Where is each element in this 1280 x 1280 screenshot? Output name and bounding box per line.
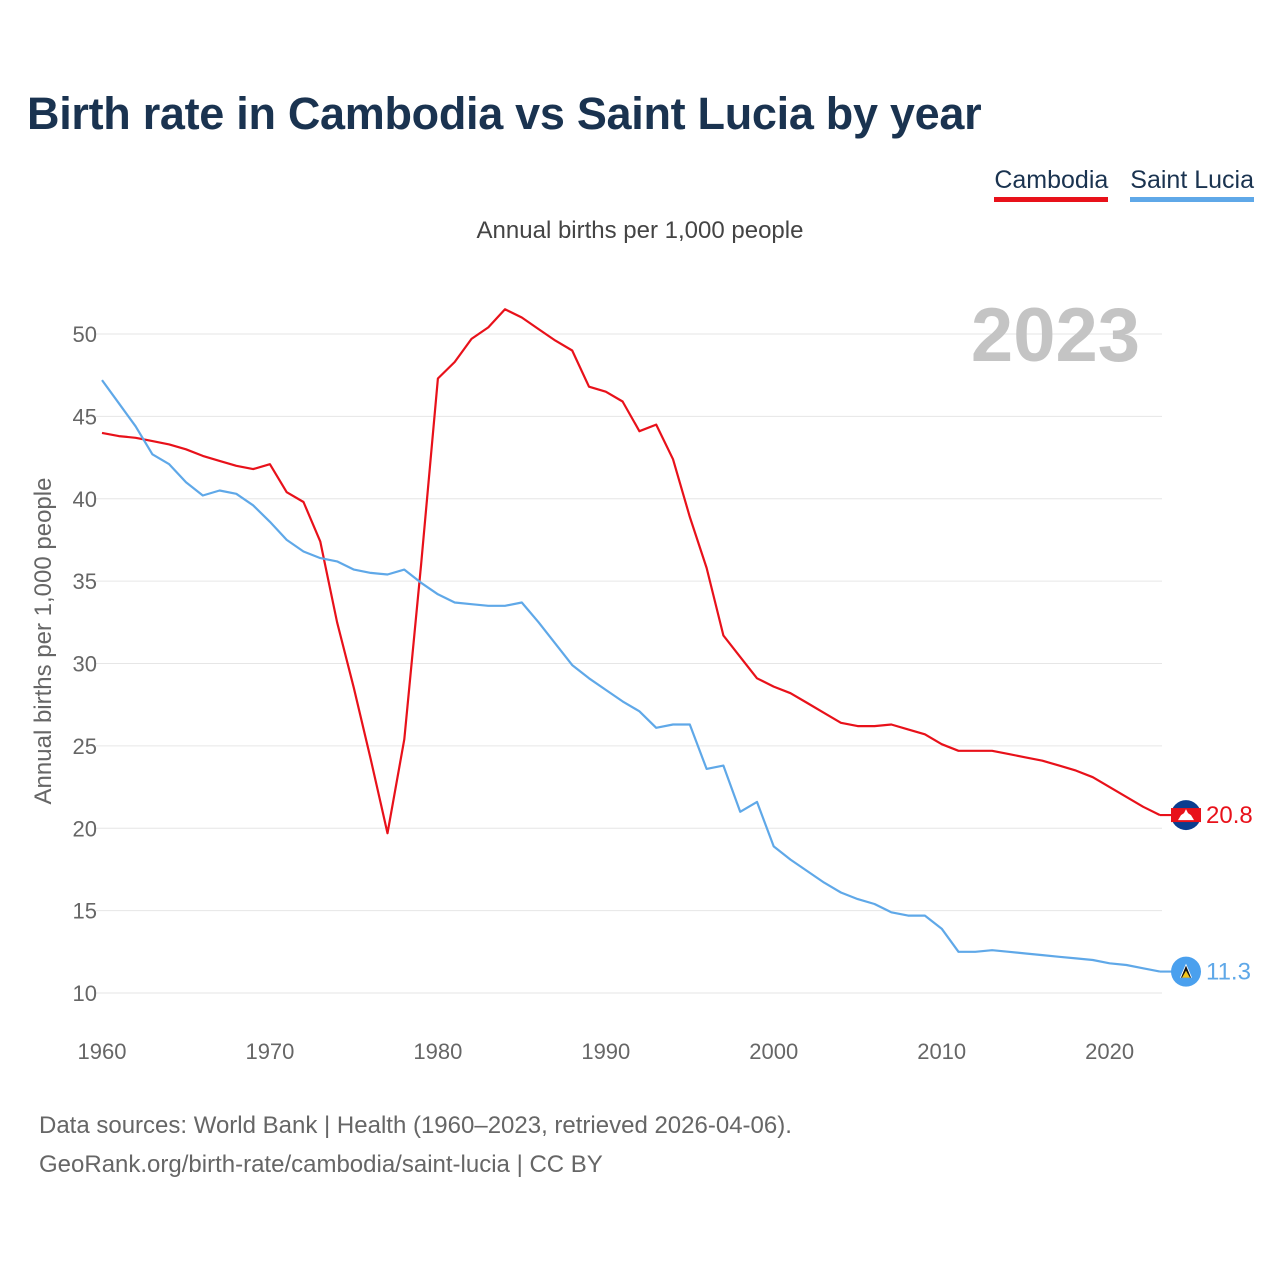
gridlines (96, 333, 1162, 994)
footer-link[interactable]: GeoRank.org/birth-rate/cambodia/saint-lu… (39, 1151, 603, 1178)
chart-title: Birth rate in Cambodia vs Saint Lucia by… (27, 88, 982, 139)
series-line-cambodia[interactable] (101, 308, 1161, 835)
y-tick-label: 40 (73, 487, 97, 512)
legend-item-cambodia[interactable]: Cambodia (994, 166, 1109, 202)
y-tick-label: 15 (73, 899, 97, 924)
y-axis-label: Annual births per 1,000 people (30, 478, 57, 805)
series-lines (101, 308, 1161, 973)
end-markers: 20.8 11.3 (1160, 800, 1253, 987)
flag-icon-saint-lucia (1171, 956, 1201, 987)
x-tick-label: 2000 (749, 1039, 798, 1064)
end-label-saint-lucia: 11.3 (1206, 959, 1251, 986)
footer: Data sources: World Bank | Health (1960–… (39, 1106, 792, 1184)
y-tick-label: 50 (73, 322, 97, 347)
y-tick-label: 35 (73, 569, 97, 594)
line-chart: 10 15 20 25 30 35 40 45 50 1960 1970 1980 1990 2000 2… (30, 293, 1253, 1064)
y-tick-label: 10 (73, 981, 97, 1006)
y-tick-label: 30 (73, 652, 97, 677)
x-axis-ticks: 1960 1970 1980 1990 2000 2010 2020 (78, 1039, 1135, 1064)
x-tick-label: 2010 (917, 1039, 966, 1064)
end-label-cambodia: 20.8 (1206, 802, 1253, 829)
series-line-saint-lucia[interactable] (101, 379, 1161, 973)
chart-subtitle: Annual births per 1,000 people (476, 217, 804, 244)
flag-icon-cambodia (1171, 800, 1201, 831)
year-display: 2023 (971, 293, 1140, 378)
legend-item-saint-lucia[interactable]: Saint Lucia (1130, 166, 1254, 202)
footer-sources: Data sources: World Bank | Health (1960–… (39, 1112, 792, 1139)
y-tick-label: 25 (73, 734, 97, 759)
x-tick-label: 1960 (78, 1039, 127, 1064)
y-axis-ticks: 10 15 20 25 30 35 40 45 50 (73, 322, 97, 1006)
x-tick-label: 1990 (581, 1039, 630, 1064)
x-tick-label: 1980 (413, 1039, 462, 1064)
x-tick-label: 1970 (245, 1039, 294, 1064)
legend: Cambodia Saint Lucia (994, 166, 1254, 202)
y-tick-label: 20 (73, 816, 97, 841)
y-tick-label: 45 (73, 404, 97, 429)
x-tick-label: 2020 (1085, 1039, 1134, 1064)
